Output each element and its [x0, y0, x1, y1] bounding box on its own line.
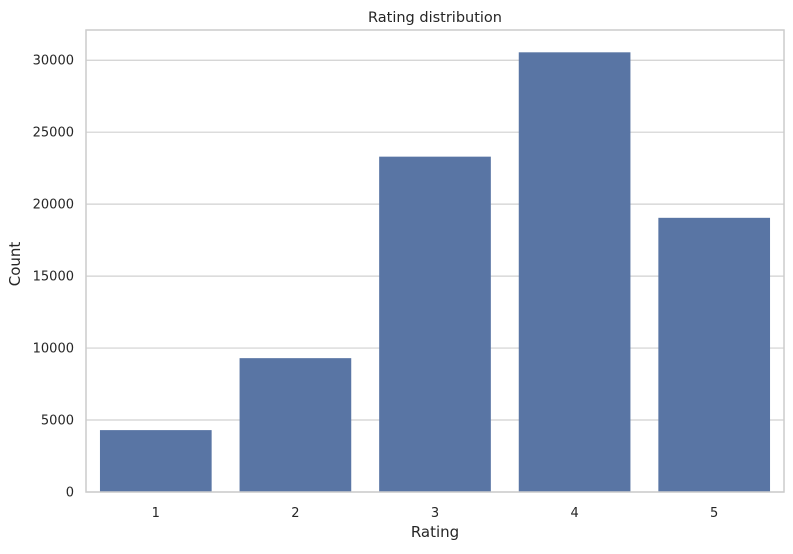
- x-axis-label: Rating: [411, 523, 459, 541]
- tick-labels: 0 5000 10000 15000 20000 25000 30000 1 2 3 4 5: [33, 54, 719, 521]
- y-tick-label: 30000: [33, 54, 74, 69]
- plot-frame: [85, 29, 785, 493]
- y-tick-label: 10000: [33, 342, 74, 357]
- x-tick-label: 1: [152, 506, 160, 521]
- x-tick-label: 4: [570, 506, 578, 521]
- x-tick-label: 2: [291, 506, 299, 521]
- y-tick-label: 5000: [41, 414, 74, 429]
- x-tick-label: 5: [710, 506, 718, 521]
- bar-rating-5: [658, 217, 771, 492]
- x-tick-label: 3: [431, 506, 439, 521]
- bar-rating-4: [518, 52, 631, 492]
- bar-rating-3: [379, 156, 491, 492]
- y-tick-label: 25000: [33, 126, 74, 141]
- y-tick-label: 20000: [33, 198, 74, 213]
- bar-rating-2: [239, 358, 352, 492]
- bars: [99, 52, 771, 492]
- chart-title: Rating distribution: [368, 10, 502, 26]
- bar-rating-1: [99, 430, 212, 492]
- plot-border: [85, 29, 785, 493]
- y-tick-label: 0: [66, 486, 74, 501]
- y-tick-label: 15000: [33, 270, 74, 285]
- y-axis-label: Count: [6, 242, 24, 287]
